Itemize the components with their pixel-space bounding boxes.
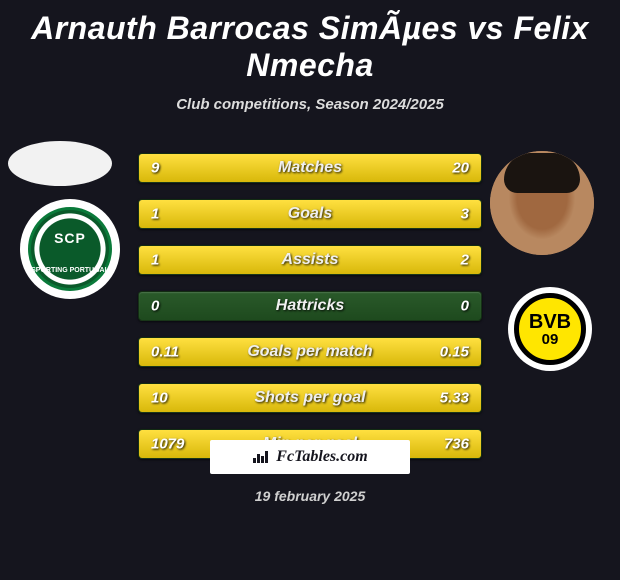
stat-value-right: 2 (461, 252, 469, 269)
stat-value-right: 736 (444, 436, 469, 453)
stat-label: Assists (282, 251, 339, 269)
stat-value-left: 1079 (151, 436, 184, 453)
club-right-year: 09 (542, 332, 559, 347)
stat-row: 0.11 Goals per match 0.15 (138, 337, 482, 367)
stat-value-right: 5.33 (440, 390, 469, 407)
player-left-avatar (8, 141, 112, 186)
stat-value-left: 0.11 (151, 344, 179, 361)
stat-label: Shots per goal (254, 389, 365, 407)
club-left-name: SPORTING PORTUGAL (31, 267, 109, 274)
stat-value-left: 1 (151, 206, 159, 223)
stat-label: Goals (288, 205, 332, 223)
stat-label: Matches (278, 159, 342, 177)
stat-row: 1 Goals 3 (138, 199, 482, 229)
page-title: Arnauth Barrocas SimÃµes vs Felix Nmecha (0, 0, 620, 84)
stat-row: 1 Assists 2 (138, 245, 482, 275)
branding-text: FcTables.com (276, 448, 367, 466)
branding-badge: FcTables.com (210, 440, 410, 474)
club-right-badge: BVB 09 (508, 287, 592, 371)
stat-row: 9 Matches 20 (138, 153, 482, 183)
stat-value-left: 0 (151, 298, 159, 315)
player-right-avatar (490, 151, 594, 255)
club-left-badge: SCP SPORTING PORTUGAL (20, 199, 120, 299)
stat-value-left: 10 (151, 390, 168, 407)
stat-value-left: 1 (151, 252, 159, 269)
stat-value-right: 0 (461, 298, 469, 315)
subtitle: Club competitions, Season 2024/2025 (0, 96, 620, 113)
stat-row: 0 Hattricks 0 (138, 291, 482, 321)
stat-label: Goals per match (247, 343, 372, 361)
stat-value-right: 3 (461, 206, 469, 223)
stat-fill-right (225, 200, 482, 228)
club-left-code: SCP (31, 230, 109, 246)
stat-row: 10 Shots per goal 5.33 (138, 383, 482, 413)
page-date: 19 february 2025 (255, 488, 366, 504)
club-right-code: BVB (529, 312, 571, 332)
chart-icon (252, 450, 270, 464)
stat-label: Hattricks (276, 297, 344, 315)
stat-value-right: 0.15 (440, 344, 469, 361)
stat-value-left: 9 (151, 160, 159, 177)
stat-value-right: 20 (452, 160, 469, 177)
stat-bars: 9Matches201Goals31Assists20Hattricks00.1… (138, 153, 482, 475)
